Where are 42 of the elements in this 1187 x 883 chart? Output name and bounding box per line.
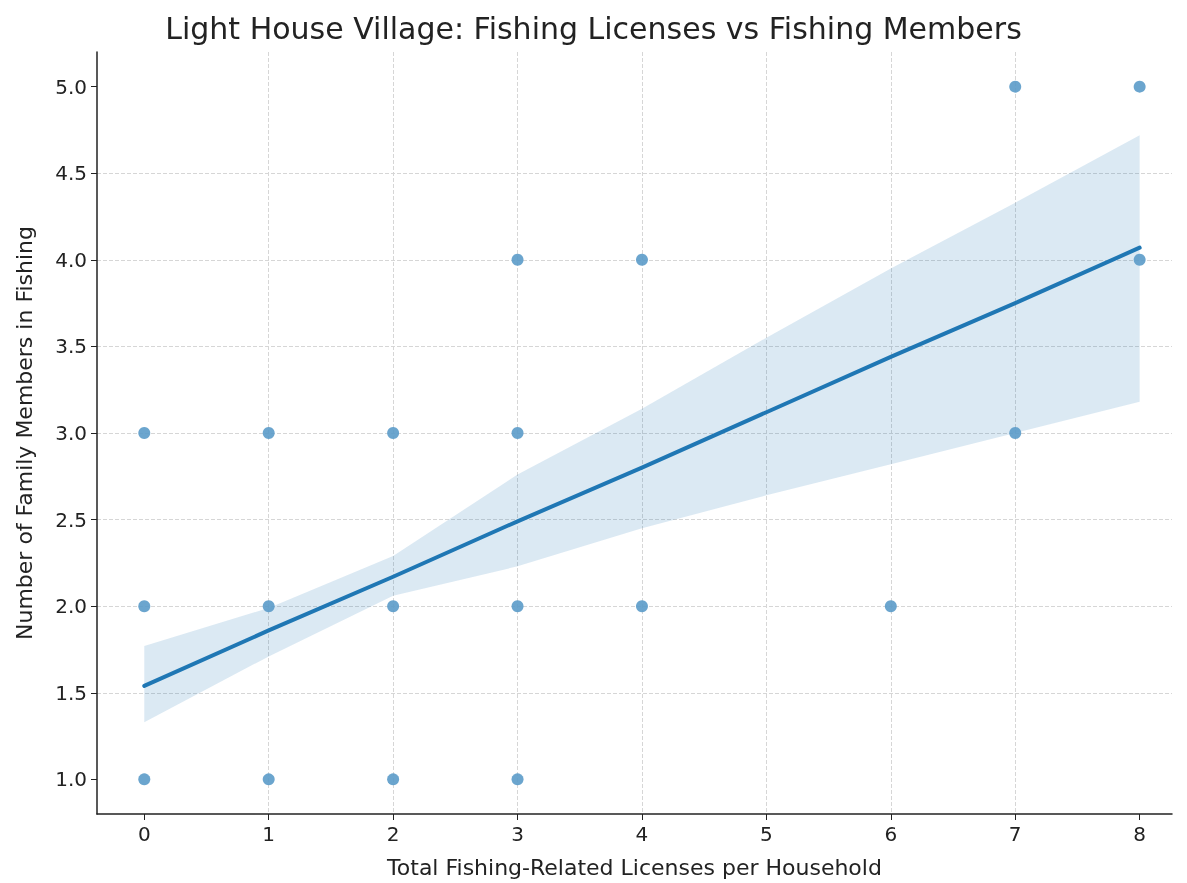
point <box>1009 427 1022 439</box>
x-tick-label: 0 <box>137 822 151 846</box>
x-tick-label: 6 <box>884 822 898 846</box>
x-tick-label: 8 <box>1133 822 1147 846</box>
x-tick-label: 5 <box>760 822 773 846</box>
chart-title: Light House Village: Fishing Licenses vs Fishing Members <box>165 10 1022 46</box>
point <box>138 773 151 786</box>
y-tick-label: 1.5 <box>55 680 87 705</box>
y-tick-label: 4.5 <box>55 161 87 186</box>
point <box>511 253 524 266</box>
line-series <box>142 245 1142 688</box>
x-tick-label: 2 <box>386 822 400 846</box>
point <box>511 600 524 613</box>
point <box>262 773 275 786</box>
x-tick-label: 7 <box>1008 822 1022 846</box>
x-tick-label: 1 <box>262 822 276 846</box>
point <box>1009 80 1022 93</box>
y-tick-label: 3.0 <box>55 421 87 445</box>
point <box>387 600 400 613</box>
x-tick-label: 3 <box>511 822 524 846</box>
x-axis-title: Total Fishing-Related Licenses per Household <box>386 854 882 880</box>
point <box>884 600 897 613</box>
y-tick-label: 4.0 <box>55 247 87 272</box>
point <box>1133 80 1146 93</box>
point <box>262 427 275 439</box>
point <box>387 427 400 439</box>
y-tick-label: 1.0 <box>55 767 87 792</box>
y-tick-label: 2.5 <box>55 507 87 532</box>
y-axis-title: Number of Family Members in Fishing <box>11 226 37 640</box>
point <box>387 773 400 786</box>
point <box>511 773 524 786</box>
point <box>138 600 151 613</box>
y-tick-label: 5.0 <box>55 74 87 99</box>
y-tick-label: 3.5 <box>55 334 87 359</box>
y-tick-label: 2.0 <box>55 594 87 619</box>
x-tick-label: 4 <box>635 822 649 846</box>
point <box>262 600 275 613</box>
point <box>1133 253 1146 266</box>
point <box>138 427 151 439</box>
point <box>511 427 524 439</box>
point <box>635 600 648 613</box>
point <box>635 253 648 266</box>
